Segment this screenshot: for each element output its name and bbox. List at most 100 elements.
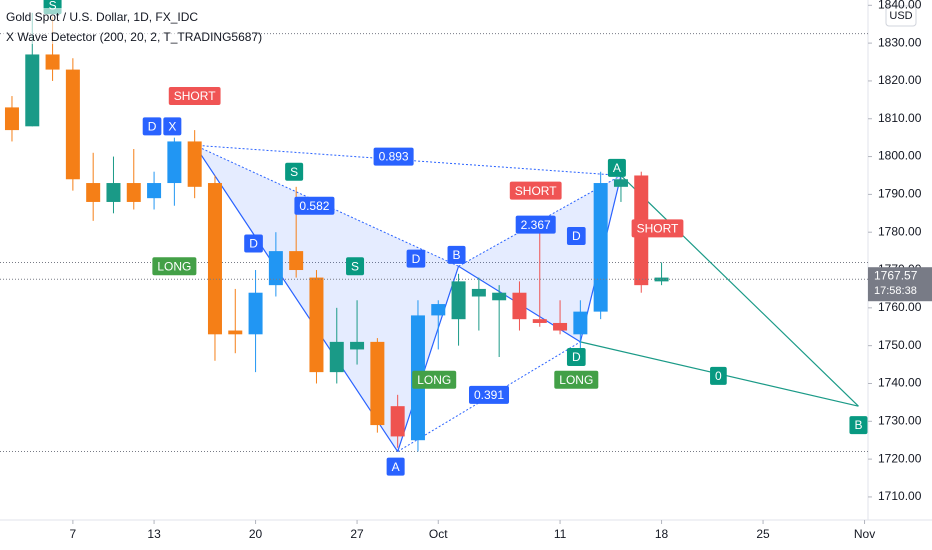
label-text: SHORT <box>637 222 679 236</box>
candle-body <box>25 54 40 127</box>
y-tick-label: 1720.00 <box>878 451 922 465</box>
candle-body <box>4 107 19 131</box>
x-tick-label: 27 <box>350 527 364 541</box>
signal-label: LONG <box>152 257 197 276</box>
signal-label: SHORT <box>509 181 562 200</box>
label-text: 0.582 <box>299 199 329 213</box>
signal-label: 0.893 <box>373 147 414 166</box>
signal-label: D <box>566 226 586 245</box>
candle-body <box>471 288 486 297</box>
y-tick-label: 1740.00 <box>878 376 922 390</box>
candle-body <box>431 304 446 316</box>
label-text: B <box>453 248 461 262</box>
label-text: B <box>854 418 862 432</box>
label-text: S <box>49 0 57 12</box>
candle-body <box>532 319 547 323</box>
signal-label: A <box>386 457 405 476</box>
candle-body <box>248 292 263 335</box>
label-text: X <box>168 119 176 133</box>
candle-body <box>654 277 669 282</box>
y-tick-label: 1760.00 <box>878 300 922 314</box>
label-text: A <box>613 161 621 175</box>
candle-body <box>350 341 365 350</box>
label-text: S <box>351 259 359 273</box>
label-text: 0.893 <box>379 150 409 164</box>
label-badge <box>468 385 510 404</box>
label-text: D <box>572 229 581 243</box>
candle-body <box>45 54 60 70</box>
signal-label: 0.582 <box>294 196 335 215</box>
label-badge <box>566 226 586 245</box>
candle-body <box>86 183 101 202</box>
candle-body <box>106 183 121 202</box>
signal-label: SHORT <box>168 87 221 106</box>
label-text: S <box>290 165 298 179</box>
label-badge <box>607 158 626 177</box>
label-badge <box>631 219 684 238</box>
x-tick-label: 11 <box>554 527 567 541</box>
label-badge <box>163 117 182 136</box>
candle-body <box>289 251 304 271</box>
candle-body <box>370 341 385 426</box>
label-badge <box>509 181 562 200</box>
label-text: LONG <box>417 373 451 387</box>
label-badge <box>373 147 414 166</box>
y-tick-label: 1790.00 <box>878 187 922 201</box>
signal-label: D <box>406 249 426 268</box>
label-badge <box>386 457 405 476</box>
y-tick-label: 1830.00 <box>878 35 922 49</box>
projection-line <box>620 175 859 407</box>
y-tick-label: 1730.00 <box>878 413 922 427</box>
candle-body <box>126 183 141 202</box>
countdown: 17:58:38 <box>874 285 917 297</box>
candle-body <box>512 292 527 320</box>
pattern-leg <box>194 144 399 452</box>
label-text: D <box>148 119 157 133</box>
candle-body <box>147 183 162 199</box>
candle-body <box>553 322 568 331</box>
candle-body <box>613 179 628 187</box>
candle-body <box>207 183 222 335</box>
signal-label: B <box>849 416 868 435</box>
signal-label: D <box>244 234 263 253</box>
y-tick-label: 1710.00 <box>878 489 922 503</box>
x-tick-label: 13 <box>147 527 161 541</box>
signal-label: D <box>566 348 586 367</box>
label-badge <box>152 257 197 276</box>
currency-box[interactable] <box>885 5 917 27</box>
ratio-line <box>397 341 581 452</box>
legend-backdrop <box>2 8 242 44</box>
candle-body <box>329 341 344 373</box>
label-text: LONG <box>157 259 191 273</box>
x-tick-label: 25 <box>756 527 770 541</box>
label-text: SHORT <box>174 89 216 103</box>
y-tick-label: 1820.00 <box>878 73 922 87</box>
y-tick-label: 1840.00 <box>878 0 922 11</box>
indicator-name: X Wave Detector (200, 20, 2, T_TRADING56… <box>6 30 262 44</box>
signal-label: 0 <box>710 366 727 385</box>
signal-label: D <box>142 117 162 136</box>
signal-label: LONG <box>412 370 457 389</box>
label-text: D <box>572 350 581 364</box>
last-price: 1767.57 <box>874 268 918 282</box>
label-badge <box>710 366 727 385</box>
label-badge <box>566 348 586 367</box>
label-badge <box>406 249 426 268</box>
candle-body <box>593 183 608 312</box>
signal-label: 2.367 <box>515 215 556 234</box>
y-tick-label: 1800.00 <box>878 149 922 163</box>
x-tick-label: Oct <box>429 527 448 541</box>
label-badge <box>244 234 263 253</box>
label-badge <box>515 215 556 234</box>
label-text: D <box>249 237 258 251</box>
signal-label: B <box>447 245 466 264</box>
signal-label: 0.391 <box>468 385 510 404</box>
candle-body <box>228 330 243 335</box>
x-tick-label: Nov <box>854 527 875 541</box>
pattern-area <box>194 145 459 452</box>
label-text: 0 <box>715 369 722 383</box>
last-price-tag <box>868 267 932 302</box>
candle-body <box>187 141 202 187</box>
